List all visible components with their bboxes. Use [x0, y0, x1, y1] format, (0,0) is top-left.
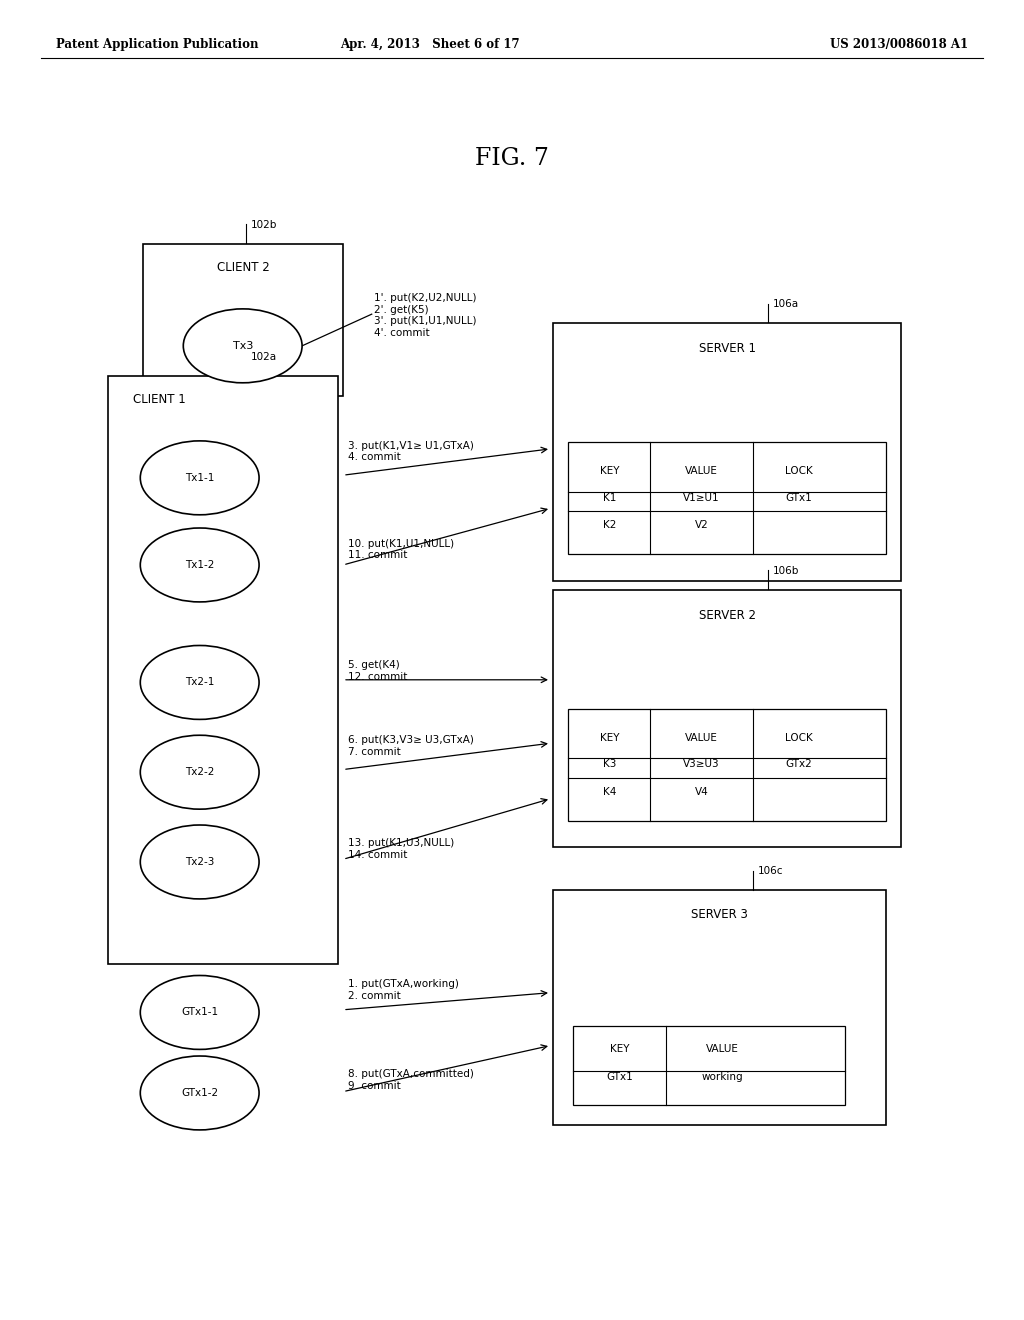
Text: V3≥U3: V3≥U3: [683, 759, 720, 770]
Text: 102a: 102a: [251, 351, 278, 362]
Text: CLIENT 2: CLIENT 2: [217, 261, 269, 275]
Text: 1'. put(K2,U2,NULL)
2'. get(K5)
3'. put(K1,U1,NULL)
4'. commit: 1'. put(K2,U2,NULL) 2'. get(K5) 3'. put(…: [374, 293, 476, 338]
Bar: [108, 376, 338, 964]
Text: Patent Application Publication: Patent Application Publication: [56, 38, 259, 51]
Text: 5. get(K4)
12. commit: 5. get(K4) 12. commit: [348, 660, 408, 681]
Text: VALUE: VALUE: [706, 1044, 738, 1055]
Text: V4: V4: [694, 787, 709, 797]
Text: Tx2-1: Tx2-1: [185, 677, 214, 688]
Text: Tx1-2: Tx1-2: [185, 560, 214, 570]
Text: CLIENT 1: CLIENT 1: [133, 393, 186, 407]
Text: GTx1-1: GTx1-1: [181, 1007, 218, 1018]
Text: KEY: KEY: [609, 1044, 630, 1055]
Text: GTx1-2: GTx1-2: [181, 1088, 218, 1098]
Text: 102b: 102b: [251, 219, 278, 230]
Text: US 2013/0086018 A1: US 2013/0086018 A1: [829, 38, 968, 51]
Ellipse shape: [140, 1056, 259, 1130]
Text: 10. put(K1,U1,NULL)
11. commit: 10. put(K1,U1,NULL) 11. commit: [348, 539, 455, 560]
Ellipse shape: [140, 441, 259, 515]
Text: SERVER 1: SERVER 1: [698, 342, 756, 355]
Text: Tx1-1: Tx1-1: [185, 473, 214, 483]
Ellipse shape: [140, 975, 259, 1049]
Bar: [553, 590, 901, 847]
Text: VALUE: VALUE: [685, 733, 718, 743]
Bar: [553, 890, 886, 1125]
Text: 106b: 106b: [773, 565, 800, 576]
Text: 8. put(GTxA,committed)
9. commit: 8. put(GTxA,committed) 9. commit: [348, 1069, 474, 1090]
Bar: [553, 323, 901, 581]
Ellipse shape: [140, 645, 259, 719]
Text: FIG. 7: FIG. 7: [475, 147, 549, 170]
Ellipse shape: [140, 825, 259, 899]
Text: GTx1: GTx1: [785, 492, 812, 503]
Bar: [568, 709, 886, 821]
Text: K3: K3: [602, 759, 616, 770]
Text: Tx2-3: Tx2-3: [185, 857, 214, 867]
Text: VALUE: VALUE: [685, 466, 718, 477]
Text: 106a: 106a: [773, 298, 800, 309]
Ellipse shape: [140, 735, 259, 809]
Text: 6. put(K3,V3≥ U3,GTxA)
7. commit: 6. put(K3,V3≥ U3,GTxA) 7. commit: [348, 735, 474, 756]
Text: SERVER 3: SERVER 3: [691, 908, 748, 921]
Text: 3. put(K1,V1≥ U1,GTxA)
4. commit: 3. put(K1,V1≥ U1,GTxA) 4. commit: [348, 441, 474, 462]
Text: V1≥U1: V1≥U1: [683, 492, 720, 503]
Text: V2: V2: [694, 520, 709, 531]
Text: SERVER 2: SERVER 2: [698, 609, 756, 622]
Text: 13. put(K1,U3,NULL)
14. commit: 13. put(K1,U3,NULL) 14. commit: [348, 838, 455, 859]
Ellipse shape: [140, 528, 259, 602]
Text: KEY: KEY: [599, 733, 620, 743]
Text: 106c: 106c: [758, 866, 783, 876]
Text: Apr. 4, 2013   Sheet 6 of 17: Apr. 4, 2013 Sheet 6 of 17: [340, 38, 520, 51]
Bar: [143, 244, 343, 396]
Text: 1. put(GTxA,working)
2. commit: 1. put(GTxA,working) 2. commit: [348, 979, 459, 1001]
Text: Tx3: Tx3: [232, 341, 253, 351]
Text: GTx1: GTx1: [606, 1072, 633, 1082]
Text: working: working: [701, 1072, 742, 1082]
Text: KEY: KEY: [599, 466, 620, 477]
Text: K1: K1: [602, 492, 616, 503]
Text: Tx2-2: Tx2-2: [185, 767, 214, 777]
Bar: [568, 442, 886, 554]
Bar: [573, 1026, 845, 1105]
Text: K2: K2: [602, 520, 616, 531]
Text: LOCK: LOCK: [784, 466, 813, 477]
Text: LOCK: LOCK: [784, 733, 813, 743]
Text: K4: K4: [602, 787, 616, 797]
Ellipse shape: [183, 309, 302, 383]
Text: GTx2: GTx2: [785, 759, 812, 770]
